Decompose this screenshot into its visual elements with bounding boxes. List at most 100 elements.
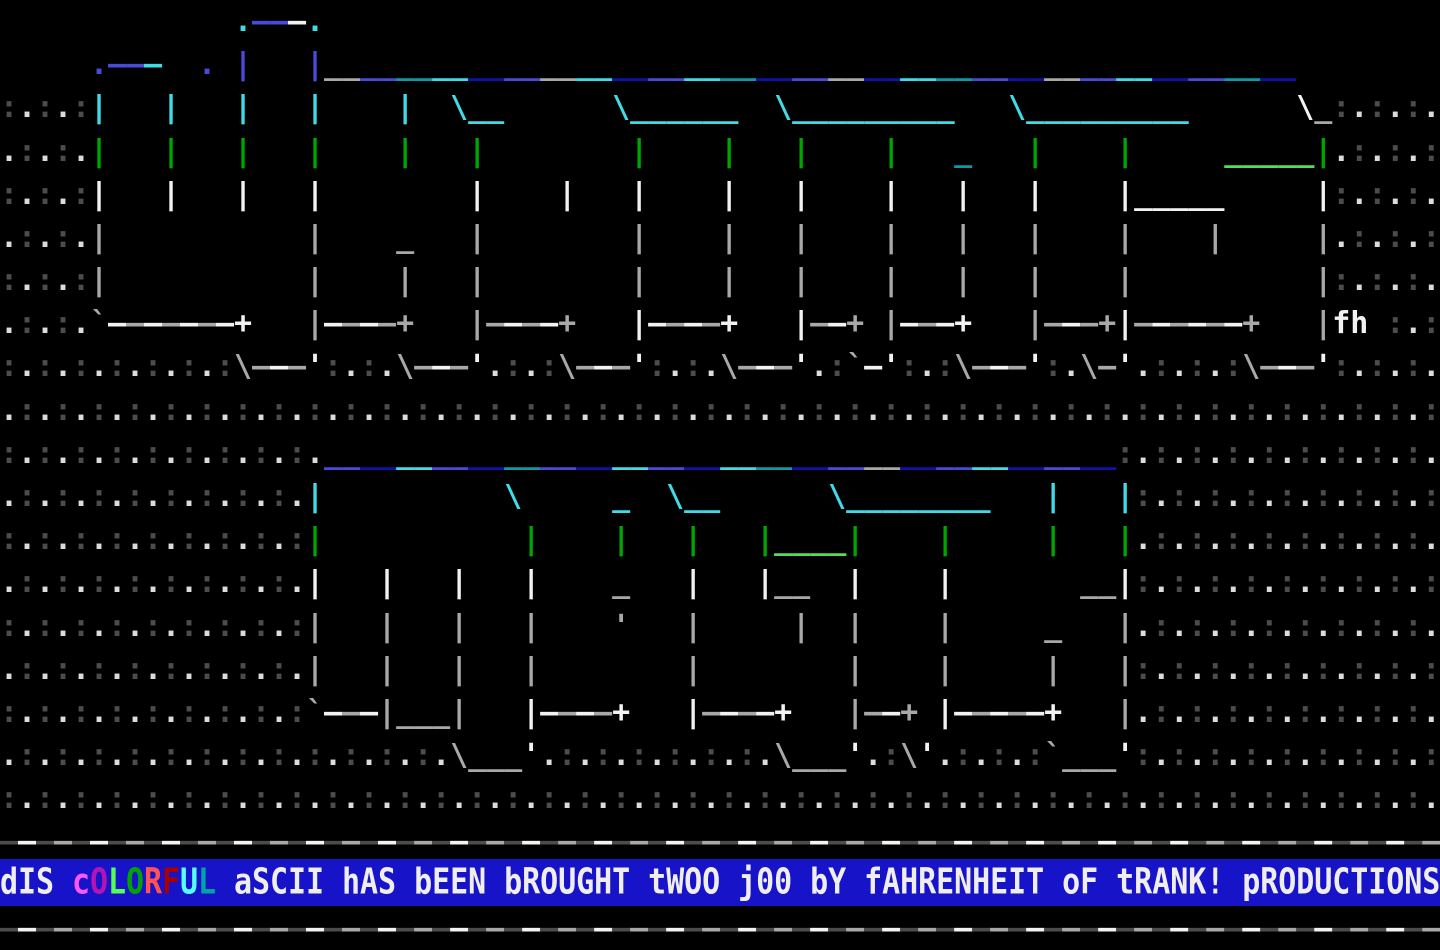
background-dot: :	[108, 349, 127, 385]
background-dot: .	[1134, 522, 1153, 558]
art-segment: —	[900, 306, 919, 342]
background-dot: :	[54, 479, 73, 514]
background-dot: :	[540, 349, 559, 385]
background-dot: :	[504, 349, 523, 385]
art-row-4: | | | | | | | | | | | | | _____ |:.:.::.:.:.	[0, 173, 1440, 216]
background-dot: .	[36, 479, 55, 514]
art-segment: |	[1026, 263, 1045, 299]
background-dot: :	[792, 781, 811, 817]
art-segment: \	[1242, 349, 1261, 385]
background-dot: .	[36, 219, 55, 255]
separator-dash: —	[108, 824, 127, 860]
background-dot: .	[36, 565, 55, 601]
art-segment: .	[90, 47, 109, 83]
background-dot: :	[162, 651, 181, 687]
art-segment: |	[396, 263, 415, 299]
background-dot: :	[954, 738, 973, 774]
background-dot: .	[18, 176, 37, 212]
banner-char: S	[36, 861, 55, 904]
background-dot: :	[1242, 479, 1261, 514]
banner-char: j	[738, 861, 757, 904]
banner-char	[846, 855, 864, 910]
background-dot: :	[1134, 651, 1153, 687]
art-segment: |	[450, 565, 469, 601]
separator-dash: —	[954, 910, 973, 946]
art-segment: |	[954, 219, 973, 255]
background-dot: :	[180, 349, 199, 385]
background-dot: .	[648, 738, 667, 774]
background-dot: .	[126, 522, 145, 558]
art-segment: |	[756, 522, 775, 558]
art-segment: —	[144, 47, 163, 83]
background-dot: :	[900, 781, 919, 817]
banner-char	[720, 855, 738, 910]
background-dot: .	[1314, 435, 1333, 471]
background-dot: :	[1188, 781, 1207, 817]
banner-char: H	[594, 861, 613, 904]
art-segment: __	[684, 47, 721, 83]
banner-char: S	[378, 861, 397, 904]
background-dot: :	[1224, 608, 1243, 644]
background-dot: .	[1404, 738, 1423, 774]
background-dot: :	[360, 781, 379, 817]
background-dot: .	[306, 781, 325, 817]
background-dot: :	[72, 90, 91, 126]
separator-dash: —	[522, 910, 541, 946]
background-dot: :	[144, 435, 163, 471]
background-dot: .	[1278, 781, 1297, 817]
background-dot: .	[1152, 392, 1171, 428]
art-segment: \	[900, 738, 919, 774]
art-segment: \	[954, 349, 973, 385]
art-segment: __	[504, 435, 541, 471]
art-segment: —	[1206, 306, 1225, 342]
art-segment: —	[342, 306, 361, 342]
background-dot: .	[1368, 479, 1387, 514]
art-segment: .	[198, 47, 217, 83]
background-dot: :	[1404, 176, 1423, 212]
banner-char: L	[108, 861, 127, 904]
art-segment: __	[648, 435, 685, 471]
background-dot: .	[1404, 479, 1423, 514]
background-dot: :	[666, 392, 685, 428]
separator-dash: —	[900, 910, 919, 946]
background-dot: .	[1350, 781, 1369, 817]
art-segment: `	[1044, 738, 1063, 774]
separator-line: — — — — — — — — — — — — — — — — — — — — — — — — — — — — — — — — — — — — — — — —…	[0, 907, 1440, 950]
background-dot: :	[0, 694, 19, 730]
background-dot: .	[54, 176, 73, 212]
background-dot: :	[1278, 651, 1297, 687]
art-segment: _____	[1224, 133, 1315, 169]
art-segment: |	[936, 608, 955, 644]
background-dot: :	[450, 392, 469, 428]
art-segment: |	[630, 263, 649, 299]
separator-dash: —	[270, 824, 289, 860]
separator-dash: —	[1116, 824, 1135, 860]
background-dot: .	[594, 781, 613, 817]
banner-char	[324, 855, 342, 910]
background-dot: .	[1152, 738, 1171, 774]
background-dot: .	[1170, 522, 1189, 558]
separator-dash: —	[234, 910, 253, 946]
background-dot: :	[72, 435, 91, 471]
art-segment: |	[954, 176, 973, 212]
background-dot: .	[720, 738, 739, 774]
art-segment: __	[720, 47, 757, 83]
art-segment: __	[612, 47, 649, 83]
background-dot: :	[54, 565, 73, 601]
separator-dash: —	[702, 910, 721, 946]
background-dot: .	[18, 694, 37, 730]
art-segment: __	[972, 47, 1009, 83]
background-dot: :	[1422, 219, 1440, 255]
background-dot: :	[1368, 263, 1387, 299]
background-dot: :	[1422, 306, 1440, 342]
background-dot: .	[378, 781, 397, 817]
background-dot: :	[90, 651, 109, 687]
background-dot: :	[972, 781, 991, 817]
art-segment: |	[1314, 263, 1333, 299]
background-dot: :	[1152, 608, 1171, 644]
background-dot: .	[1314, 522, 1333, 558]
separator-dash: —	[1098, 910, 1117, 946]
art-segment: +	[1098, 306, 1117, 342]
background-dot: .	[918, 781, 937, 817]
art-segment: —	[180, 306, 199, 342]
